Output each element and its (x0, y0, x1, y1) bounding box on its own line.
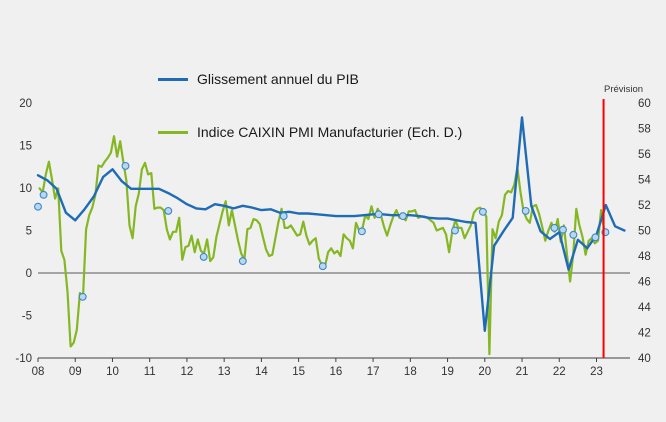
marker-dot (279, 212, 288, 221)
left-axis-labels: 20 15 10 5 0 -5 -10 (15, 98, 32, 365)
svg-text:10: 10 (106, 366, 119, 378)
marker-dot (591, 233, 600, 242)
svg-text:14: 14 (255, 366, 268, 378)
marker-dot (451, 226, 459, 235)
svg-text:-5: -5 (22, 311, 32, 323)
marker-dot (357, 227, 366, 236)
legend-label-pib: Glissement annuel du PIB (197, 71, 359, 87)
svg-text:09: 09 (69, 366, 82, 378)
svg-text:12: 12 (181, 366, 194, 378)
svg-text:-10: -10 (15, 353, 32, 365)
svg-text:11: 11 (144, 366, 156, 378)
svg-text:22: 22 (553, 366, 566, 378)
svg-text:17: 17 (367, 366, 380, 378)
marker-dot (34, 202, 42, 211)
svg-text:16: 16 (329, 366, 342, 378)
legend-item-pmi: Indice CAIXIN PMI Manufacturier (Ech. D.… (158, 124, 462, 140)
marker-dot (550, 223, 559, 232)
marker-dot (478, 207, 487, 216)
marker-dot (39, 190, 48, 199)
marker-dot (559, 225, 567, 234)
svg-text:18: 18 (404, 366, 417, 378)
svg-text:19: 19 (441, 366, 454, 378)
pmi-line-swatch (158, 130, 188, 134)
svg-text:44: 44 (638, 302, 651, 314)
legend-label-pmi: Indice CAIXIN PMI Manufacturier (Ech. D.… (197, 124, 463, 140)
svg-text:23: 23 (590, 366, 603, 378)
svg-text:40: 40 (638, 353, 651, 365)
svg-text:58: 58 (638, 124, 651, 136)
marker-dot (521, 206, 530, 215)
svg-text:20: 20 (19, 98, 32, 110)
svg-text:5: 5 (26, 226, 32, 238)
svg-text:50: 50 (638, 226, 651, 238)
svg-text:21: 21 (516, 366, 529, 378)
right-axis-labels: 60 58 56 54 52 50 48 46 44 42 40 (638, 98, 651, 365)
svg-text:15: 15 (19, 141, 32, 153)
marker-dot (318, 262, 327, 271)
marker-dot (199, 252, 208, 261)
marker-dot (78, 292, 87, 301)
pib-marker-points (34, 161, 610, 301)
svg-text:15: 15 (292, 366, 305, 378)
marker-dot (569, 230, 578, 239)
marker-dot (374, 210, 383, 219)
svg-text:20: 20 (478, 366, 491, 378)
x-axis: 08 09 10 11 12 13 14 15 16 17 18 19 20 21 22 23 (32, 357, 630, 378)
svg-text:60: 60 (638, 98, 651, 110)
svg-text:56: 56 (638, 149, 651, 161)
svg-text:10: 10 (19, 183, 32, 195)
svg-text:13: 13 (218, 366, 231, 378)
marker-dot (238, 257, 247, 266)
marker-dot (164, 206, 173, 215)
svg-text:42: 42 (638, 328, 651, 340)
svg-text:54: 54 (638, 175, 651, 187)
svg-text:08: 08 (32, 366, 45, 378)
svg-text:48: 48 (638, 251, 651, 263)
pib-line-series (36, 116, 626, 332)
marker-dot (398, 212, 407, 221)
pib-line-swatch (158, 77, 188, 81)
marker-dot (121, 161, 130, 170)
svg-text:46: 46 (638, 277, 651, 289)
prevision-label: Prévision (604, 84, 644, 95)
legend-item-pib: Glissement annuel du PIB (158, 71, 359, 87)
svg-text:52: 52 (638, 200, 651, 212)
svg-text:0: 0 (26, 268, 32, 280)
